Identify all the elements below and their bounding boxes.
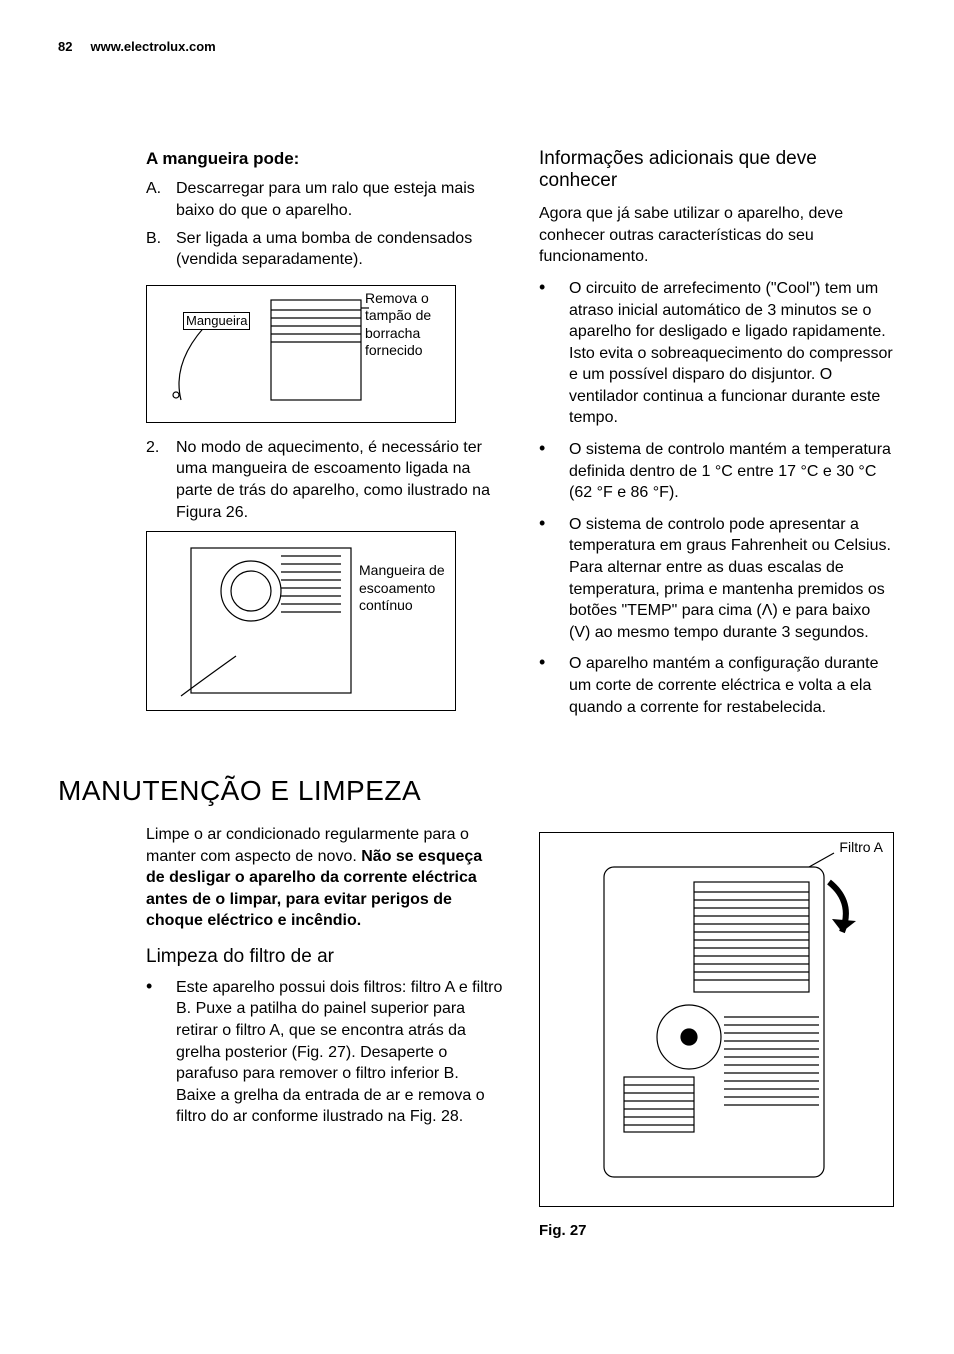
figure-caption: Fig. 27 bbox=[539, 1221, 896, 1241]
callout-left: Mangueira bbox=[183, 312, 250, 330]
section-title: MANUTENÇÃO E LIMPEZA bbox=[58, 772, 896, 810]
item-text: O circuito de arrefecimento ("Cool") tem… bbox=[569, 278, 896, 429]
bullet-icon: • bbox=[539, 439, 569, 504]
bullet-icon: • bbox=[146, 977, 176, 1128]
bottom-columns: Limpe o ar condicionado regularmente par… bbox=[58, 824, 896, 1241]
page-number: 82 bbox=[58, 38, 72, 56]
maint-left: Limpe o ar condicionado regularmente par… bbox=[58, 824, 503, 1241]
list-item: •O sistema de controlo pode apresentar a… bbox=[539, 514, 896, 644]
info-bullets: •O circuito de arrefecimento ("Cool") te… bbox=[539, 278, 896, 718]
marker: 2. bbox=[146, 437, 176, 523]
list-item: •O sistema de controlo mantém a temperat… bbox=[539, 439, 896, 504]
filter-svg bbox=[544, 837, 889, 1202]
filter-subhead: Limpeza do filtro de ar bbox=[146, 946, 503, 969]
site-url: www.electrolux.com bbox=[90, 38, 215, 56]
number-list: 2. No modo de aquecimento, é necessário … bbox=[146, 437, 503, 523]
bullet-icon: • bbox=[539, 653, 569, 718]
list-item: • Este aparelho possui dois filtros: fil… bbox=[146, 977, 503, 1128]
page-header: 82 www.electrolux.com bbox=[58, 38, 896, 56]
figure-filter-a: Filtro A bbox=[539, 832, 894, 1207]
right-column: Informações adicionais que deve conhecer… bbox=[539, 148, 896, 729]
marker: A. bbox=[146, 178, 176, 221]
info-subhead: Informações adicionais que deve conhecer bbox=[539, 148, 896, 194]
left-column: A mangueira pode: A. Descarregar para um… bbox=[58, 148, 503, 729]
item-text: Ser ligada a uma bomba de condensados (v… bbox=[176, 228, 503, 271]
callout-filter-a: Filtro A bbox=[839, 839, 883, 857]
hose-heading: A mangueira pode: bbox=[146, 148, 503, 171]
maint-right: Filtro A Fig. 27 bbox=[539, 824, 896, 1241]
list-item: B. Ser ligada a uma bomba de condensados… bbox=[146, 228, 503, 271]
info-intro: Agora que já sabe utilizar o aparelho, d… bbox=[539, 203, 896, 268]
item-text: O sistema de controlo pode apresentar a … bbox=[569, 514, 896, 644]
bullet-icon: • bbox=[539, 514, 569, 644]
top-columns: A mangueira pode: A. Descarregar para um… bbox=[58, 148, 896, 729]
marker: B. bbox=[146, 228, 176, 271]
filter-bullets: • Este aparelho possui dois filtros: fil… bbox=[146, 977, 503, 1128]
item-text: Este aparelho possui dois filtros: filtr… bbox=[176, 977, 503, 1128]
item-text: O aparelho mantém a configuração durante… bbox=[569, 653, 896, 718]
item-text: Descarregar para um ralo que esteja mais… bbox=[176, 178, 503, 221]
list-item: A. Descarregar para um ralo que esteja m… bbox=[146, 178, 503, 221]
list-item: •O aparelho mantém a configuração durant… bbox=[539, 653, 896, 718]
maint-lead: Limpe o ar condicionado regularmente par… bbox=[146, 824, 503, 932]
figure-hose-diagram: Mangueira Remova o tampão de borracha fo… bbox=[146, 285, 456, 423]
figure-drain-hose: Mangueira de escoamento contínuo bbox=[146, 531, 456, 711]
list-item: •O circuito de arrefecimento ("Cool") te… bbox=[539, 278, 896, 429]
letter-list: A. Descarregar para um ralo que esteja m… bbox=[146, 178, 503, 270]
list-item: 2. No modo de aquecimento, é necessário … bbox=[146, 437, 503, 523]
bullet-icon: • bbox=[539, 278, 569, 429]
item-text: O sistema de controlo mantém a temperatu… bbox=[569, 439, 896, 504]
callout-right: Mangueira de escoamento contínuo bbox=[359, 562, 455, 615]
item-text: No modo de aquecimento, é necessário ter… bbox=[176, 437, 503, 523]
callout-right: Remova o tampão de borracha fornecido bbox=[365, 290, 451, 360]
